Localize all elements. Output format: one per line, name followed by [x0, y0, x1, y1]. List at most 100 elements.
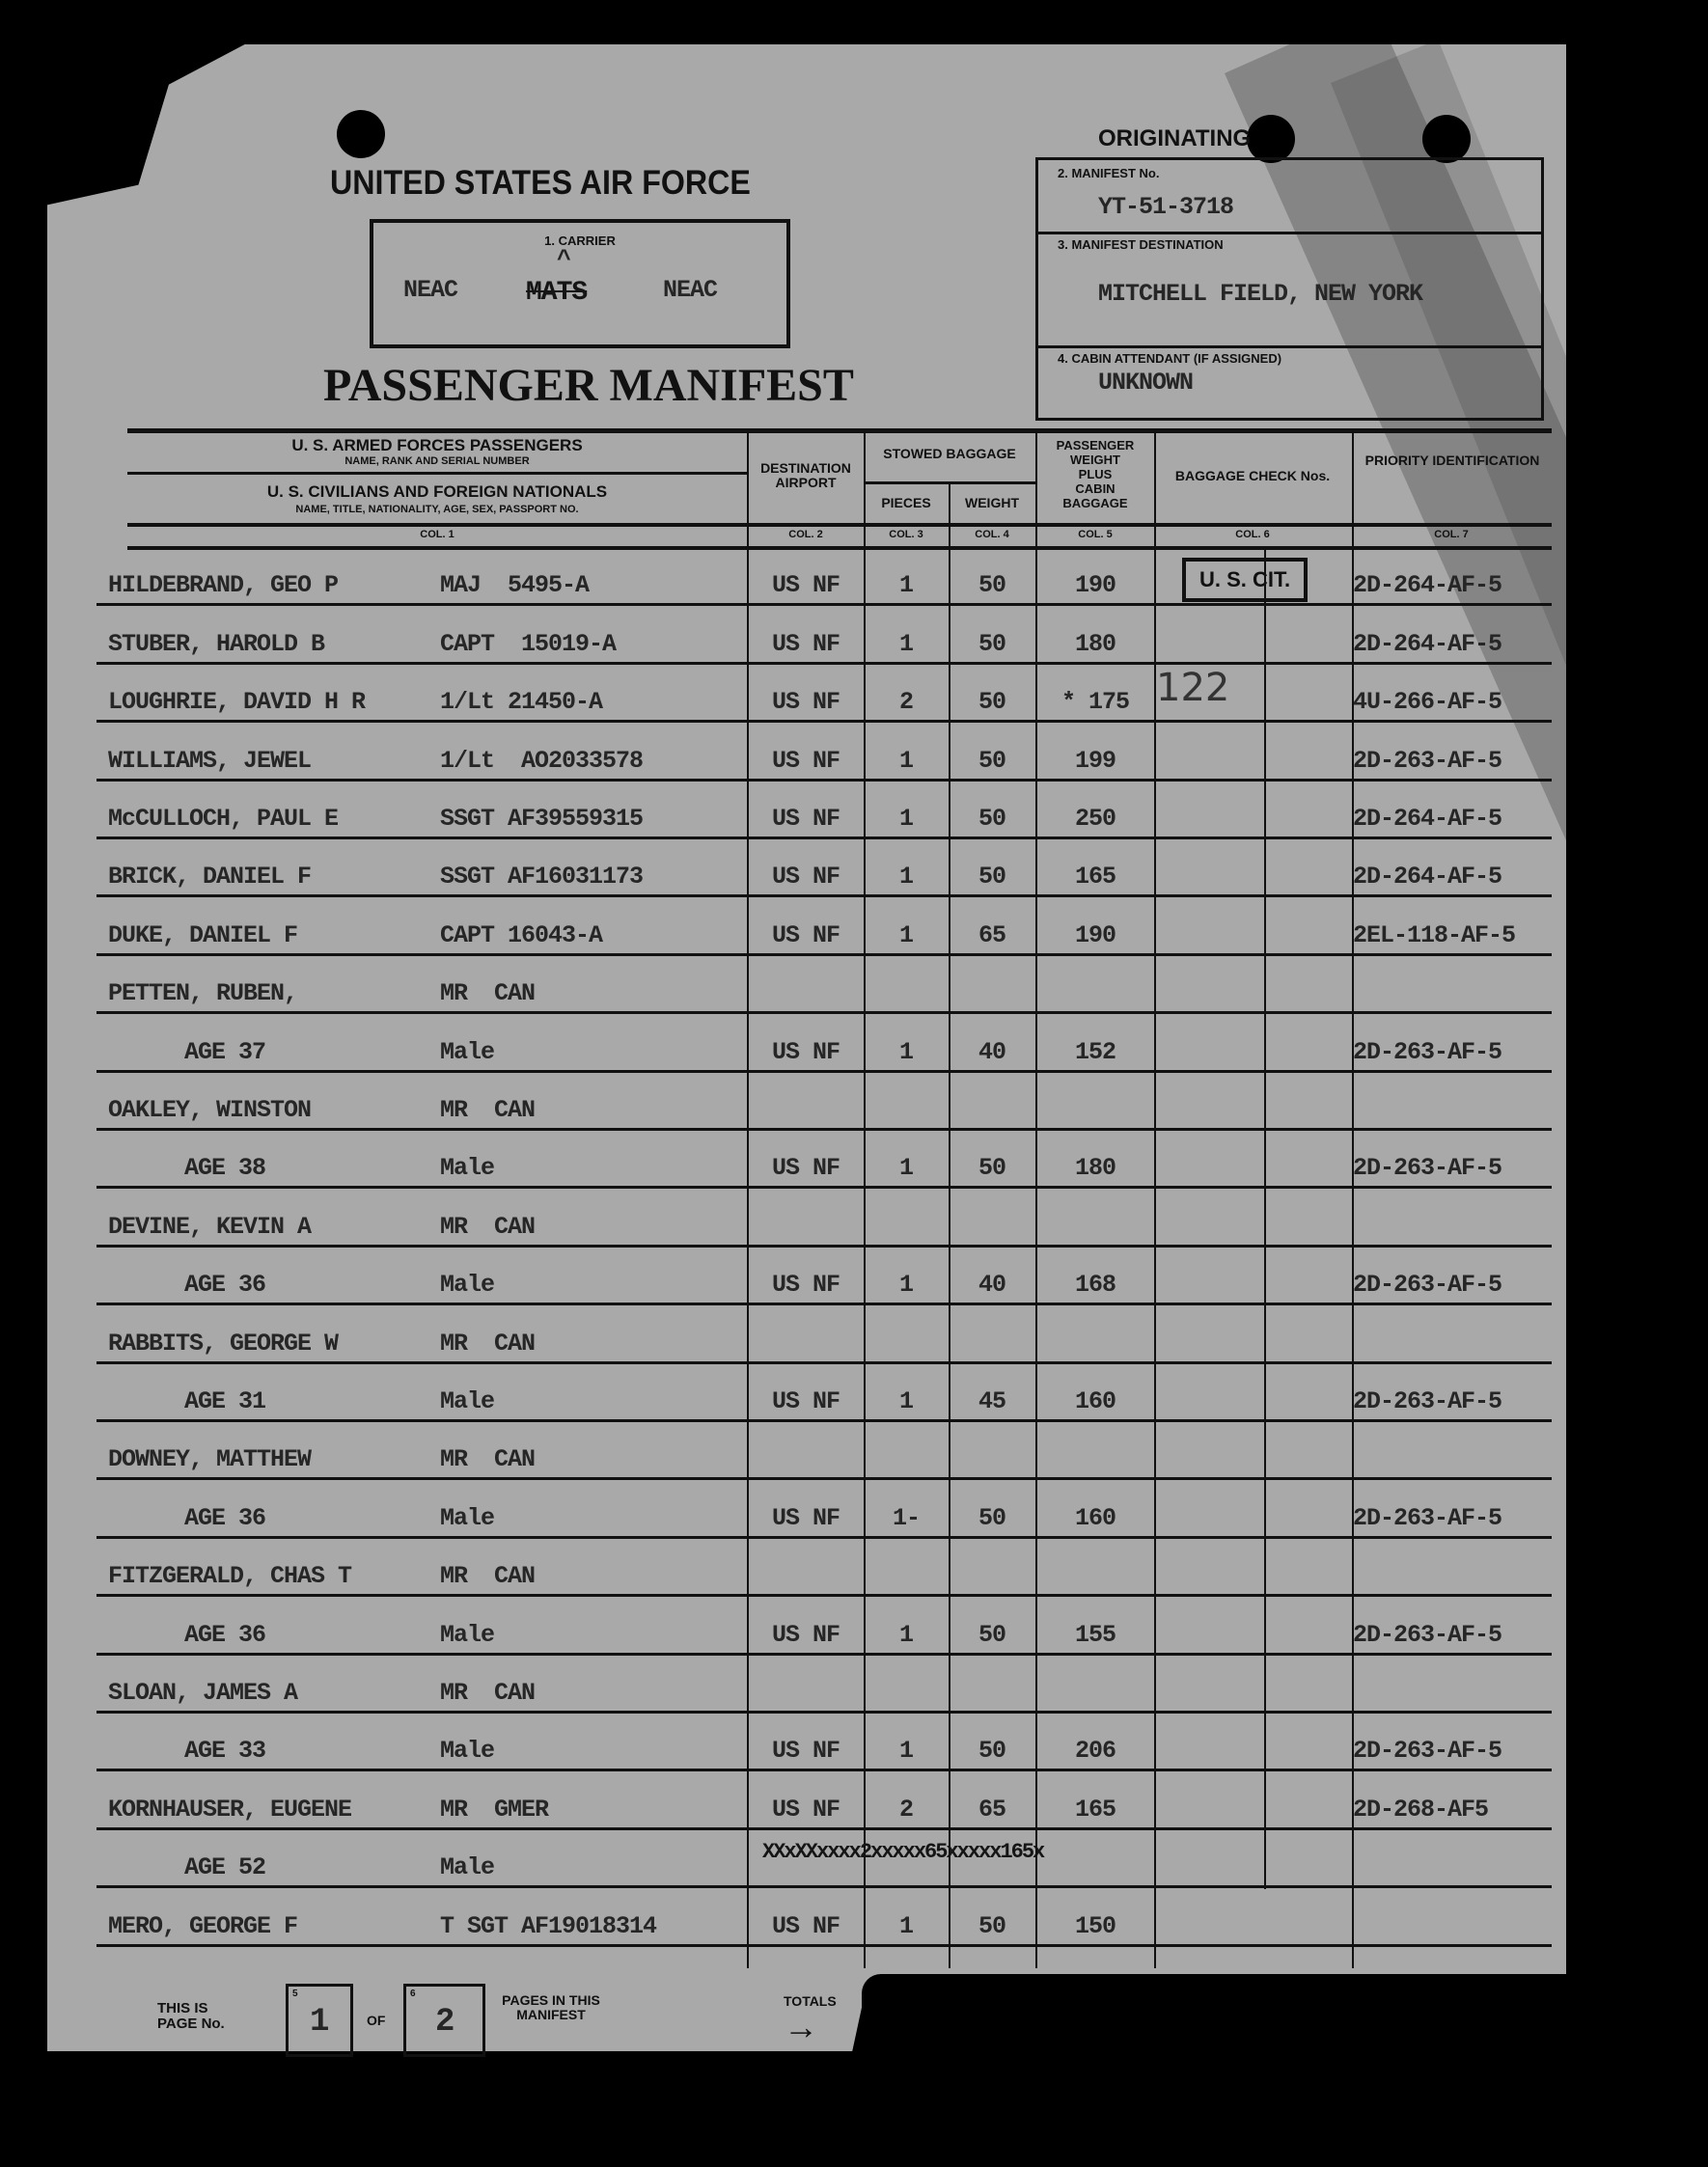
cabin-attendant-label: 4. CABIN ATTENDANT (IF ASSIGNED) — [1058, 351, 1282, 366]
table-row: DEVINE, KEVIN A MR CAN — [0, 1189, 1708, 1248]
table-row: AGE 36 Male US NF 1- 50 160 2D-263-AF-5 — [0, 1480, 1708, 1539]
passenger-name: PETTEN, RUBEN, — [108, 979, 298, 1008]
table-row: AGE 37 Male US NF 1 40 152 2D-263-AF-5 — [0, 1014, 1708, 1073]
priority-id: 2D-263-AF-5 — [1353, 1037, 1502, 1066]
baggage-pieces: 1 — [898, 804, 914, 833]
passenger-weight: 150 — [1074, 1911, 1116, 1940]
passenger-weight: 155 — [1074, 1620, 1116, 1649]
passenger-weight: 168 — [1074, 1271, 1116, 1300]
table-row: FITZGERALD, CHAS T MR CAN — [0, 1539, 1708, 1598]
originating-label: ORIGINATING — [1098, 125, 1252, 151]
passenger-name: AGE 33 — [184, 1737, 266, 1766]
carrier-label: 1. CARRIER — [544, 233, 616, 248]
row-rule — [96, 1826, 1552, 1830]
manifest-info-box: 2. MANIFEST No. YT-51-3718 3. MANIFEST D… — [1035, 157, 1544, 421]
totals-label: TOTALS — [784, 1993, 837, 2009]
row-rule — [96, 1885, 1552, 1889]
row-rule — [96, 661, 1552, 665]
col1-civilians-header: U. S. CIVILIANS AND FOREIGN NATIONALS — [266, 482, 608, 501]
passenger-name: DEVINE, KEVIN A — [108, 1212, 312, 1241]
passenger-name: WILLIAMS, JEWEL — [108, 746, 312, 775]
table-row: DUKE, DANIEL F CAPT 16043-A US NF 1 65 190 2EL… — [0, 897, 1708, 956]
table-row: AGE 33 Male US NF 1 50 206 2D-263-AF-5 — [0, 1714, 1708, 1772]
row-rule — [96, 1710, 1552, 1714]
passenger-name: RABBITS, GEORGE W — [108, 1329, 339, 1358]
priority-id: 2D-268-AF5 — [1353, 1795, 1489, 1824]
col5-header-line: BAGGAGE — [1062, 496, 1128, 510]
baggage-weight: 50 — [978, 1737, 1006, 1766]
baggage-weight: 50 — [978, 863, 1006, 891]
table-row: OAKLEY, WINSTON MR CAN — [0, 1073, 1708, 1131]
col-number-label: COL. 3 — [889, 529, 923, 540]
destination-airport: US NF — [771, 1737, 840, 1766]
form-title: PASSENGER MANIFEST — [323, 360, 854, 411]
punch-hole — [1247, 115, 1295, 163]
baggage-pieces: 1 — [898, 863, 914, 891]
col5-header-line: WEIGHT — [1070, 453, 1120, 467]
passenger-name: KORNHAUSER, EUGENE — [108, 1795, 352, 1824]
passenger-name: FITZGERALD, CHAS T — [108, 1562, 352, 1591]
destination-airport: US NF — [771, 804, 840, 833]
priority-id: 2D-263-AF-5 — [1353, 746, 1502, 775]
passenger-name: LOUGHRIE, DAVID H R — [108, 688, 366, 717]
priority-id: 2D-263-AF-5 — [1353, 1620, 1502, 1649]
pages-label: PAGES IN THIS MANIFEST — [502, 1992, 600, 2022]
row-rule — [96, 952, 1552, 956]
col5-header-line: CABIN — [1075, 481, 1116, 496]
baggage-pieces: 1 — [898, 1737, 914, 1766]
passenger-weight: 190 — [1074, 920, 1116, 949]
passenger-name: AGE 31 — [184, 1386, 266, 1415]
passenger-details: MR CAN — [440, 1678, 536, 1707]
passenger-name: SLOAN, JAMES A — [108, 1678, 298, 1707]
passenger-weight: 250 — [1074, 804, 1116, 833]
table-row: BRICK, DANIEL F SSGT AF16031173 US NF 1 50 16… — [0, 839, 1708, 898]
col1-armed-forces-header: U. S. ARMED FORCES PASSENGERS — [291, 436, 583, 454]
passenger-name: DOWNEY, MATTHEW — [108, 1445, 312, 1474]
passenger-name: AGE 52 — [184, 1853, 266, 1882]
row-rule — [96, 1418, 1552, 1422]
manifest-paper — [47, 44, 1566, 2051]
baggage-pieces: 1 — [898, 1271, 914, 1300]
priority-id: 4U-266-AF-5 — [1353, 688, 1502, 717]
baggage-weight: 40 — [978, 1271, 1006, 1300]
passenger-name: AGE 36 — [184, 1620, 266, 1649]
cabin-attendant-value: UNKNOWN — [1098, 369, 1194, 397]
passenger-name: HILDEBRAND, GEO P — [108, 571, 339, 600]
baggage-pieces: 2 — [898, 688, 914, 717]
baggage-pieces: 1- — [892, 1503, 921, 1532]
destination-airport: US NF — [771, 863, 840, 891]
destination-airport: US NF — [771, 1154, 840, 1183]
baggage-pieces: 1 — [898, 1154, 914, 1183]
passenger-details: SSGT AF39559315 — [440, 804, 644, 833]
page-no-label: THIS IS PAGE No. — [157, 2000, 225, 2032]
priority-id: 2D-264-AF-5 — [1353, 571, 1502, 600]
of-label: OF — [367, 2013, 386, 2028]
column-divider — [1264, 548, 1266, 1889]
table-row: AGE 36 Male US NF 1 50 155 2D-263-AF-5 — [0, 1597, 1708, 1656]
table-row: STUBER, HAROLD B CAPT 15019-A US NF 1 50 180 2… — [0, 606, 1708, 665]
passenger-weight: 165 — [1074, 1795, 1116, 1824]
row-rule — [96, 1477, 1552, 1481]
baggage-pieces: 2 — [898, 1795, 914, 1824]
passenger-details: MAJ 5495-A — [440, 571, 590, 600]
insert-mark: ^ — [557, 246, 571, 274]
col-number-label: COL. 6 — [1235, 529, 1270, 540]
page-number-box: 5 1 — [286, 1984, 353, 2057]
passenger-details: MR CAN — [440, 1562, 536, 1591]
table-row: LOUGHRIE, DAVID H R 1/Lt 21450-A US NF 2 50 *… — [0, 665, 1708, 724]
passenger-details: Male — [440, 1620, 495, 1649]
passenger-details: MR CAN — [440, 1095, 536, 1124]
baggage-weight: 50 — [978, 1911, 1006, 1940]
table-row: AGE 36 Male US NF 1 40 168 2D-263-AF-5 — [0, 1248, 1708, 1306]
punch-hole — [1422, 115, 1471, 163]
col-number-label: COL. 5 — [1078, 529, 1113, 540]
passenger-details: CAPT 15019-A — [440, 629, 617, 658]
col-number-label: COL. 1 — [420, 529, 455, 540]
box-number: 6 — [410, 1989, 416, 1999]
col5-header-line: PLUS — [1078, 467, 1113, 481]
row-rule — [96, 1069, 1552, 1073]
priority-id: 2D-263-AF-5 — [1353, 1386, 1502, 1415]
priority-id: 2D-264-AF-5 — [1353, 629, 1502, 658]
destination-airport: US NF — [771, 746, 840, 775]
